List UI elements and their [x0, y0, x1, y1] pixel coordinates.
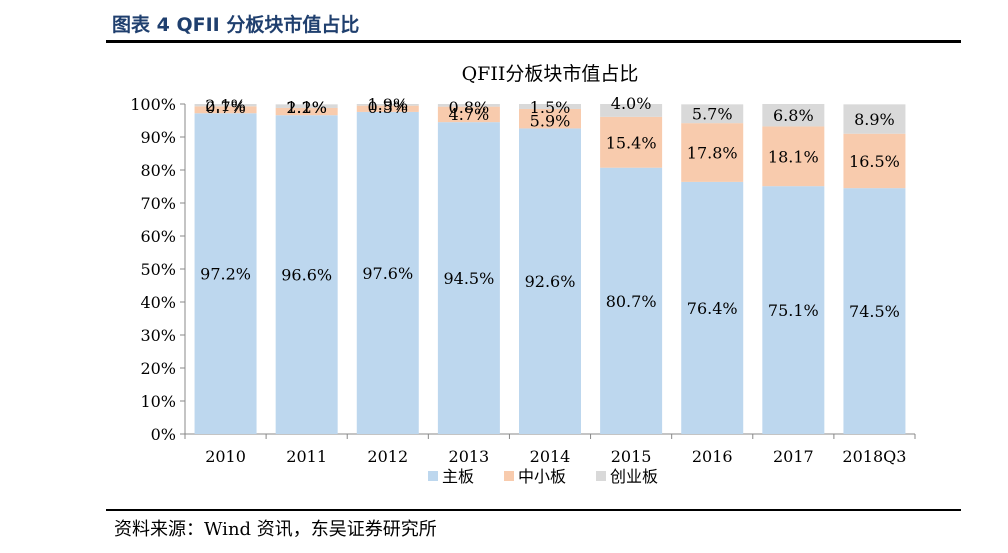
bar-segment: [194, 106, 257, 114]
y-tick-label: 10%: [140, 392, 176, 411]
bar-segment: [519, 104, 581, 109]
x-tick-label: 2015: [611, 447, 652, 466]
bar-segment: [600, 104, 663, 117]
data-label: 2.1%: [205, 96, 246, 115]
chart-title: QFII分板块市值占比: [462, 63, 639, 85]
bar-segment: [519, 128, 581, 435]
x-tick-label: 2011: [286, 447, 327, 466]
data-label: 5.7%: [692, 105, 733, 124]
x-tick-label: 2018Q3: [842, 447, 906, 466]
bar-segment: [843, 133, 906, 189]
data-label: 17.8%: [687, 144, 738, 163]
y-tick-label: 70%: [140, 194, 176, 213]
x-tick-label: 2017: [773, 447, 814, 466]
bar-segment: [681, 104, 744, 124]
source-note: 资料来源：Wind 资讯，东吴证券研究所: [114, 519, 437, 540]
data-label: 94.5%: [443, 269, 494, 288]
bar-segment: [356, 104, 419, 106]
y-tick-label: 60%: [140, 227, 176, 246]
data-label: 16.5%: [849, 152, 900, 171]
data-label: 80.7%: [606, 292, 657, 311]
data-label: 4.7%: [449, 105, 490, 124]
bar-segment: [681, 123, 744, 182]
data-label: 74.5%: [849, 302, 900, 321]
legend-swatch: [596, 471, 606, 481]
y-tick-label: 40%: [140, 293, 176, 312]
bar-segment: [843, 104, 906, 134]
data-label: 0.7%: [205, 98, 246, 117]
legend-label: 创业板: [610, 467, 658, 486]
bar-segment: [437, 104, 500, 107]
data-label: 0.5%: [367, 98, 408, 117]
bar-segment: [437, 106, 500, 123]
data-label: 5.9%: [530, 111, 571, 130]
bar-segment: [519, 108, 581, 129]
bar-segment: [437, 122, 500, 435]
bar-segment: [275, 115, 338, 434]
bar-segment: [600, 116, 663, 168]
x-tick-label: 2010: [205, 447, 246, 466]
data-label: 1.1%: [286, 98, 327, 117]
bar-segment: [194, 113, 257, 435]
legend-label: 中小板: [518, 467, 566, 486]
x-tick-label: 2016: [692, 447, 733, 466]
y-tick-label: 30%: [140, 326, 176, 345]
data-label: 92.6%: [525, 272, 576, 291]
y-tick-label: 80%: [140, 161, 176, 180]
bar-segment: [762, 104, 825, 127]
bar-segment: [762, 186, 825, 434]
data-label: 18.1%: [768, 147, 819, 166]
data-label: 97.2%: [200, 265, 251, 284]
legend-swatch: [428, 471, 438, 481]
legend-label: 主板: [442, 467, 474, 486]
bar-segment: [194, 104, 257, 107]
y-tick-label: 0%: [151, 425, 176, 444]
data-label: 0.8%: [449, 98, 490, 117]
figure-title: 图表 4 QFII 分板块市值占比: [112, 14, 360, 36]
data-label: 76.4%: [687, 299, 738, 318]
bar-segment: [275, 107, 338, 116]
bottom-rule: [106, 509, 961, 511]
bar-segment: [356, 111, 419, 435]
data-label: 97.6%: [362, 264, 413, 283]
x-tick-label: 2013: [449, 447, 490, 466]
data-label: 15.4%: [606, 133, 657, 152]
y-tick-label: 50%: [140, 260, 176, 279]
bar-segment: [275, 104, 338, 108]
bar-segment: [843, 188, 906, 434]
bar-segment: [600, 167, 663, 434]
data-label: 6.8%: [773, 106, 814, 125]
data-label: 8.9%: [854, 110, 895, 129]
bar-segment: [681, 181, 744, 434]
y-tick-label: 20%: [140, 359, 176, 378]
x-tick-label: 2012: [367, 447, 408, 466]
bar-segment: [762, 126, 825, 187]
top-rule: [106, 40, 961, 43]
y-tick-label: 90%: [140, 128, 176, 147]
data-label: 96.6%: [281, 266, 332, 285]
data-label: 1.9%: [367, 95, 408, 114]
data-label: 75.1%: [768, 301, 819, 320]
data-label: 1.5%: [530, 98, 571, 117]
data-label: 2.2%: [286, 98, 327, 117]
bar-segment: [356, 105, 419, 112]
y-tick-label: 100%: [130, 95, 176, 114]
x-tick-label: 2014: [530, 447, 571, 466]
data-label: 4.0%: [611, 94, 652, 113]
legend-swatch: [504, 471, 514, 481]
